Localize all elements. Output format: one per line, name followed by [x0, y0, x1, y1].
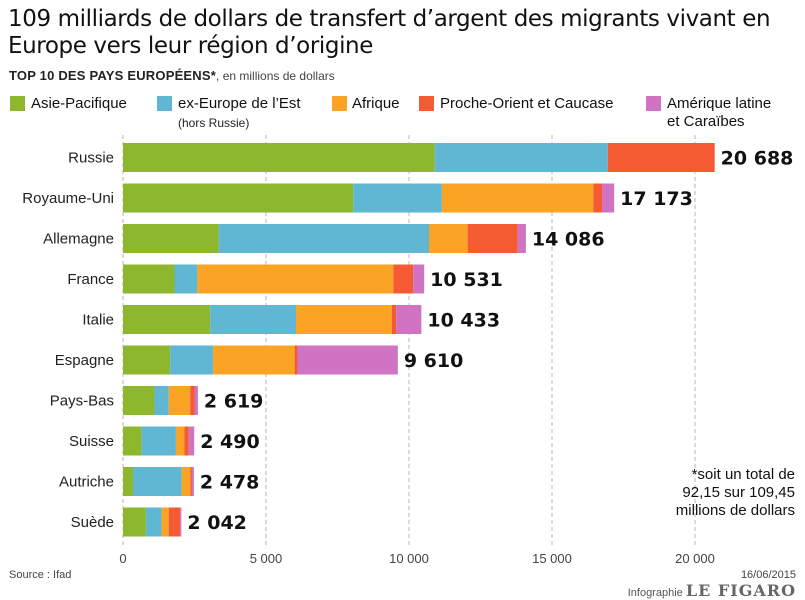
total-label-9: 2 042: [187, 512, 247, 534]
bar-segment-2-1: [218, 224, 430, 253]
bar-segment-7-4: [188, 426, 195, 456]
footnote: *soit un total de 92,15 sur 109,45 milli…: [640, 466, 795, 520]
bar-segment-2-3: [467, 224, 518, 253]
x-tick-label-1: 5 000: [250, 551, 283, 566]
x-tick-label-3: 15 000: [532, 551, 572, 566]
bar-segment-5-4: [297, 345, 398, 375]
bar-segment-4-1: [210, 305, 297, 334]
legend-label-afrique: Afrique: [352, 95, 400, 112]
le-figaro-logo: LE FIGARO: [685, 581, 796, 600]
bar-segment-6-1: [154, 386, 169, 415]
bar-segment-9-2: [161, 507, 169, 537]
bar-segment-4-0: [123, 305, 211, 334]
bar-segment-8-3: [190, 467, 192, 496]
legend-label-asie-pacifique: Asie-Pacifique: [31, 95, 127, 112]
category-label-2: Allemagne: [43, 231, 114, 248]
credit-prefix: Infographie: [627, 587, 683, 599]
bar-segment-6-2: [168, 386, 191, 415]
bar-segment-1-0: [123, 183, 354, 213]
total-label-4: 10 433: [427, 310, 500, 332]
bar-segment-6-3: [190, 386, 195, 415]
total-label-5: 9 610: [404, 350, 464, 372]
bar-segment-3-2: [197, 264, 394, 294]
bar-segment-8-0: [123, 467, 134, 496]
footnote-line-2: 92,15 sur 109,45: [682, 484, 795, 501]
bar-segment-9-1: [145, 507, 162, 537]
bar-segment-7-2: [175, 426, 185, 456]
bar-segment-4-2: [296, 305, 392, 334]
bar-segment-7-0: [123, 426, 142, 456]
x-tick-label-0: 0: [119, 551, 126, 566]
category-label-9: Suède: [71, 514, 114, 531]
category-label-8: Autriche: [59, 474, 114, 491]
bar-segment-9-0: [123, 507, 146, 537]
total-label-3: 10 531: [430, 269, 503, 291]
bar-segment-2-4: [517, 224, 526, 253]
total-label-2: 14 086: [532, 229, 605, 251]
bar-segment-9-3: [168, 507, 181, 537]
category-label-3: France: [67, 271, 114, 288]
credit: Infographie LE FIGARO: [628, 581, 796, 600]
chart-title: 109 milliards de dollars de transfert d’…: [8, 6, 771, 59]
category-label-0: Russie: [68, 150, 114, 167]
total-label-7: 2 490: [200, 431, 259, 453]
bar-segment-0-3: [607, 143, 715, 172]
total-label-0: 20 688: [721, 148, 794, 170]
bar-segment-3-1: [174, 264, 198, 294]
chart-subtitle: TOP 10 DES PAYS EUROPÉENS*, en millions …: [9, 68, 335, 83]
footnote-line-1: *soit un total de: [691, 466, 795, 483]
bar-segment-1-4: [602, 183, 615, 213]
bar-segment-3-4: [413, 264, 425, 294]
category-label-6: Pays-Bas: [50, 393, 114, 410]
bar-segment-3-0: [123, 264, 175, 294]
legend-swatch-afrique: [332, 96, 347, 111]
bar-segment-5-3: [294, 345, 298, 375]
bar-segment-6-4: [194, 386, 198, 415]
legend-swatch-asie-pacifique: [10, 96, 25, 111]
legend-label-amerique-latine: Amérique latine: [667, 95, 772, 112]
bar-segment-7-1: [141, 426, 176, 456]
footnote-line-3: millions de dollars: [675, 502, 795, 519]
bar-segment-2-0: [123, 224, 219, 253]
legend-swatch-ex-europe-est: [157, 96, 172, 111]
total-label-8: 2 478: [200, 472, 259, 494]
subtitle-note: , en millions de dollars: [216, 69, 335, 83]
legend-sublabel-hors-russie: (hors Russie): [178, 116, 250, 130]
subtitle-main: TOP 10 DES PAYS EUROPÉENS*: [9, 68, 217, 83]
total-label-6: 2 619: [204, 391, 263, 413]
category-label-4: Italie: [82, 312, 114, 329]
legend-swatch-amerique-latine: [646, 96, 661, 111]
category-label-1: Royaume-Uni: [22, 190, 114, 207]
bar-segment-6-0: [123, 386, 155, 415]
bar-segment-7-3: [184, 426, 189, 456]
legend-label-ex-europe-est: ex-Europe de l’Est: [178, 95, 301, 112]
bar-segment-1-3: [593, 183, 603, 213]
source-note: Source : Ifad: [9, 569, 72, 581]
bar-segment-0-0: [123, 143, 435, 172]
bar-segment-8-4: [191, 467, 194, 496]
bar-segment-8-2: [181, 467, 191, 496]
bar-segment-1-1: [353, 183, 442, 213]
bar-segment-9-4: [180, 507, 182, 537]
bar-segment-8-1: [133, 467, 182, 496]
legend-label-proche-orient: Proche-Orient et Caucase: [440, 95, 614, 112]
category-label-5: Espagne: [55, 352, 114, 369]
bar-segment-4-4: [396, 305, 422, 334]
bar-segment-5-0: [123, 345, 171, 375]
x-tick-label-2: 10 000: [389, 551, 429, 566]
legend-label-caraibes: et Caraïbes: [667, 113, 745, 130]
x-tick-label-4: 20 000: [675, 551, 715, 566]
bar-segment-4-3: [391, 305, 397, 334]
bar-segment-5-1: [170, 345, 214, 375]
legend-swatch-proche-orient: [419, 96, 434, 111]
bar-segment-0-1: [434, 143, 608, 172]
category-label-7: Suisse: [69, 433, 114, 450]
bar-segment-5-2: [213, 345, 295, 375]
total-label-1: 17 173: [620, 188, 693, 210]
bar-segment-1-2: [441, 183, 594, 213]
bar-segment-2-2: [429, 224, 468, 253]
publication-date: 16/06/2015: [740, 569, 796, 581]
bar-segment-3-3: [393, 264, 414, 294]
